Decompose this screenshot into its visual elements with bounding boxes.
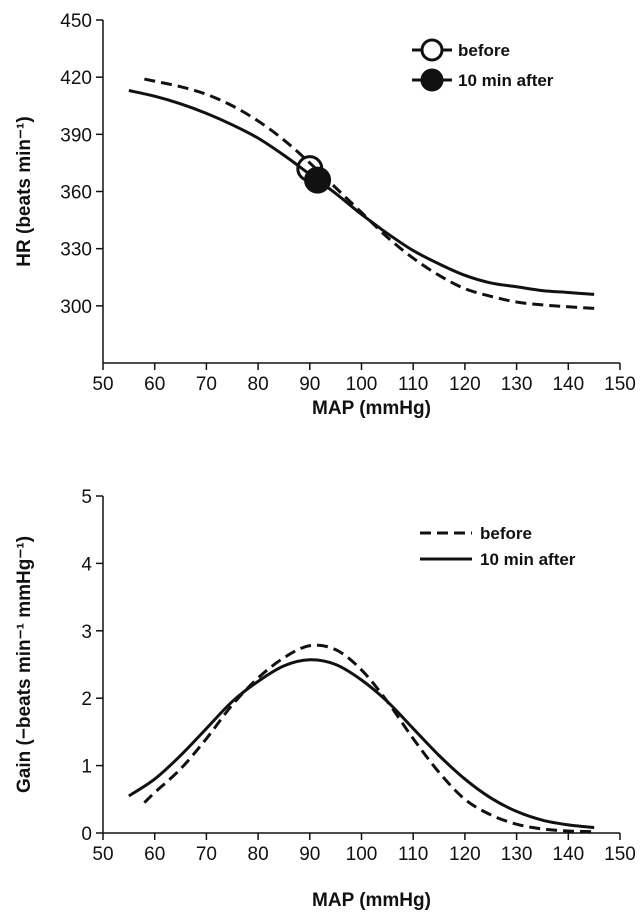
x-axis-title: MAP (mmHg) [312, 890, 431, 911]
y-tick-label: 5 [81, 487, 92, 508]
gain-chart: 50 60 70 80 90 100 110 120 130 140 150 0 1 2 3 4 5 MAP (m… [14, 487, 636, 911]
y-axis-title: Gain (−beats min⁻¹ mmHg⁻¹) [14, 536, 35, 793]
y-tick-label: 0 [81, 824, 92, 845]
x-tick-label: 140 [552, 844, 584, 865]
series-line-after [128, 658, 595, 830]
y-tick-label: 3 [81, 622, 92, 643]
legend-label: before [480, 524, 532, 543]
y-tick-label: 330 [60, 240, 92, 261]
x-tick-label: 120 [449, 374, 481, 395]
x-tick-label: 150 [604, 844, 636, 865]
series-line-before [143, 643, 595, 834]
y-tick-label: 450 [60, 11, 92, 32]
x-tick-label: 130 [501, 844, 533, 865]
x-tick-label: 80 [248, 844, 269, 865]
legend: before 10 min after [412, 38, 554, 92]
x-tick-label: 60 [144, 844, 165, 865]
x-tick-label: 70 [196, 374, 217, 395]
x-tick-label: 120 [449, 844, 481, 865]
y-tick-label: 390 [60, 125, 92, 146]
y-axis-title: HR (beats min⁻¹) [14, 116, 35, 266]
x-tick-label: 80 [248, 374, 269, 395]
y-tick-label: 360 [60, 183, 92, 204]
legend-label: before [458, 41, 510, 60]
x-tick-label: 50 [92, 374, 113, 395]
x-tick-label: 50 [92, 844, 113, 865]
y-tick-label: 2 [81, 689, 92, 710]
x-tick-label: 100 [346, 374, 378, 395]
x-tick-label: 130 [501, 374, 533, 395]
x-tick-label: 110 [398, 374, 428, 395]
x-tick-label: 150 [604, 374, 636, 395]
legend: before 10 min after [420, 524, 576, 569]
x-tick-label: 60 [144, 374, 165, 395]
x-tick-label: 70 [196, 844, 217, 865]
x-tick-label: 100 [346, 844, 378, 865]
legend-open-circle-icon [420, 38, 444, 62]
after-point-marker [304, 166, 332, 194]
series-line-after [128, 89, 595, 296]
y-tick-label: 4 [81, 554, 92, 575]
y-tick-label: 300 [60, 297, 92, 318]
y-tick-label: 420 [60, 68, 92, 89]
x-axis-title: MAP (mmHg) [312, 398, 431, 419]
legend-filled-circle-icon [420, 68, 444, 92]
series-line-before [144, 77, 600, 311]
x-tick-label: 110 [398, 844, 428, 865]
x-tick-label: 90 [299, 374, 320, 395]
x-tick-label: 140 [552, 374, 584, 395]
x-tick-label: 90 [299, 844, 320, 865]
legend-label: 10 min after [480, 550, 576, 569]
hr-chart: 50 60 70 80 90 100 110 120 130 140 150 300 330 360 390… [14, 11, 636, 419]
y-tick-label: 1 [81, 757, 92, 778]
legend-label: 10 min after [458, 71, 554, 90]
